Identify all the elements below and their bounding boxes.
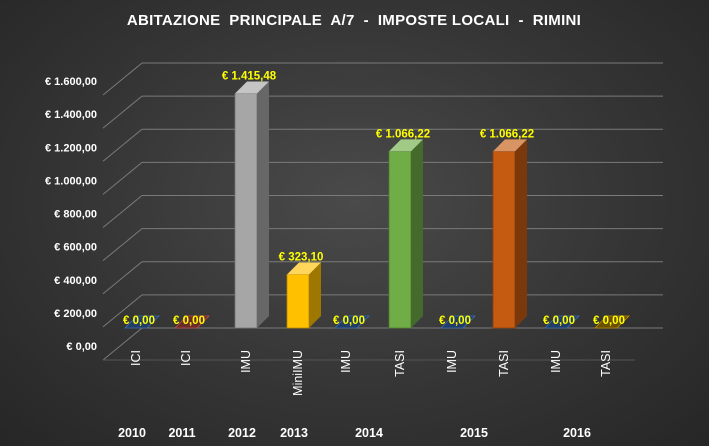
data-label: € 1.066,22: [480, 128, 534, 140]
bar-zero: [440, 315, 476, 329]
bar-side: [309, 262, 321, 328]
y-tick-label: € 0,00: [66, 341, 97, 353]
bar-top: [493, 139, 527, 152]
y-tick-label: € 1.600,00: [45, 76, 97, 88]
data-label: € 1.066,22: [376, 128, 430, 140]
bar-front: [388, 151, 412, 329]
bar-top: [389, 139, 423, 152]
data-label: € 0,00: [439, 315, 471, 327]
x-year-label: 2011: [168, 426, 195, 440]
x-year-label: 2014: [355, 426, 383, 440]
bar-zero: [334, 315, 370, 329]
x-year-label: 2013: [280, 426, 308, 440]
x-year-label: 2010: [118, 426, 146, 440]
bar-front: [234, 93, 258, 329]
data-label: € 1.415,48: [222, 71, 277, 83]
gridline-side: [102, 228, 143, 262]
y-tick-label: € 1.200,00: [45, 142, 97, 154]
bar-side: [515, 139, 527, 328]
x-category-label: TASI: [599, 350, 613, 377]
y-tick-label: € 200,00: [54, 308, 97, 320]
gridline-side: [102, 195, 143, 228]
gridline-side: [102, 161, 143, 195]
data-label: € 0,00: [593, 315, 625, 327]
bar-series: [124, 81, 630, 329]
bar: [440, 315, 476, 329]
data-label: € 0,00: [173, 315, 205, 327]
bar-zero: [594, 315, 630, 329]
bar: [334, 315, 370, 329]
bar-front: [286, 274, 310, 329]
bar: [124, 315, 160, 329]
y-tick-label: € 1.400,00: [45, 109, 97, 121]
bar-top: [287, 262, 321, 275]
data-label: € 0,00: [543, 315, 575, 327]
x-category-label: IMU: [339, 350, 353, 373]
data-label: € 323,10: [279, 251, 324, 263]
x-category-label: TASI: [393, 350, 407, 377]
x-axis-years: 2010 2011 2012 2013 2014 2015 2016: [118, 426, 591, 440]
gridline-side: [102, 327, 143, 361]
data-label: € 0,00: [123, 315, 155, 327]
bar: [388, 139, 423, 329]
bar: [492, 139, 527, 329]
gridline-side: [102, 62, 143, 96]
bar: [174, 315, 210, 329]
bar-zero: [124, 315, 160, 329]
x-year-label: 2015: [460, 426, 488, 440]
bar-side: [257, 81, 269, 328]
data-label: € 0,00: [333, 315, 365, 327]
bar-zero: [174, 315, 210, 329]
x-category-label: TASI: [497, 350, 511, 377]
y-axis: € 0,00 € 200,00 € 400,00 € 600,00 € 800,00 € …: [45, 76, 97, 353]
bar-top: [235, 81, 269, 94]
gridline-side: [102, 294, 143, 328]
x-category-label: ICI: [179, 350, 193, 366]
y-tick-label: € 1.000,00: [45, 175, 97, 187]
x-category-label: IMU: [549, 350, 563, 373]
chart-title: ABITAZIONE PRINCIPALE A/7 - IMPOSTE LOCA…: [127, 12, 581, 29]
gridline-side: [102, 128, 143, 162]
bar: [286, 262, 321, 329]
bar-zero: [544, 315, 580, 329]
y-tick-label: € 800,00: [54, 209, 97, 221]
gridline-side: [102, 261, 143, 295]
bar: [234, 81, 269, 329]
bar: [594, 315, 630, 329]
gridline-side: [102, 95, 143, 129]
x-category-label: IMU: [445, 350, 459, 373]
x-year-label: 2016: [563, 426, 591, 440]
x-category-label: IMU: [239, 350, 253, 373]
x-year-label: 2012: [228, 426, 256, 440]
y-tick-label: € 600,00: [54, 242, 97, 254]
bar: [544, 315, 580, 329]
data-labels: € 0,00 € 0,00 € 1.415,48 € 323,10 € 0,00 € 1.…: [123, 71, 625, 327]
y-tick-label: € 400,00: [54, 275, 97, 287]
bar-side: [411, 139, 423, 328]
x-category-label: ICI: [129, 350, 143, 366]
bar-front: [492, 151, 516, 329]
x-axis-categories: ICI ICI IMU MiniIMU IMU TASI IMU TASI IMU TASI: [129, 350, 613, 396]
x-category-label: MiniIMU: [291, 350, 305, 396]
